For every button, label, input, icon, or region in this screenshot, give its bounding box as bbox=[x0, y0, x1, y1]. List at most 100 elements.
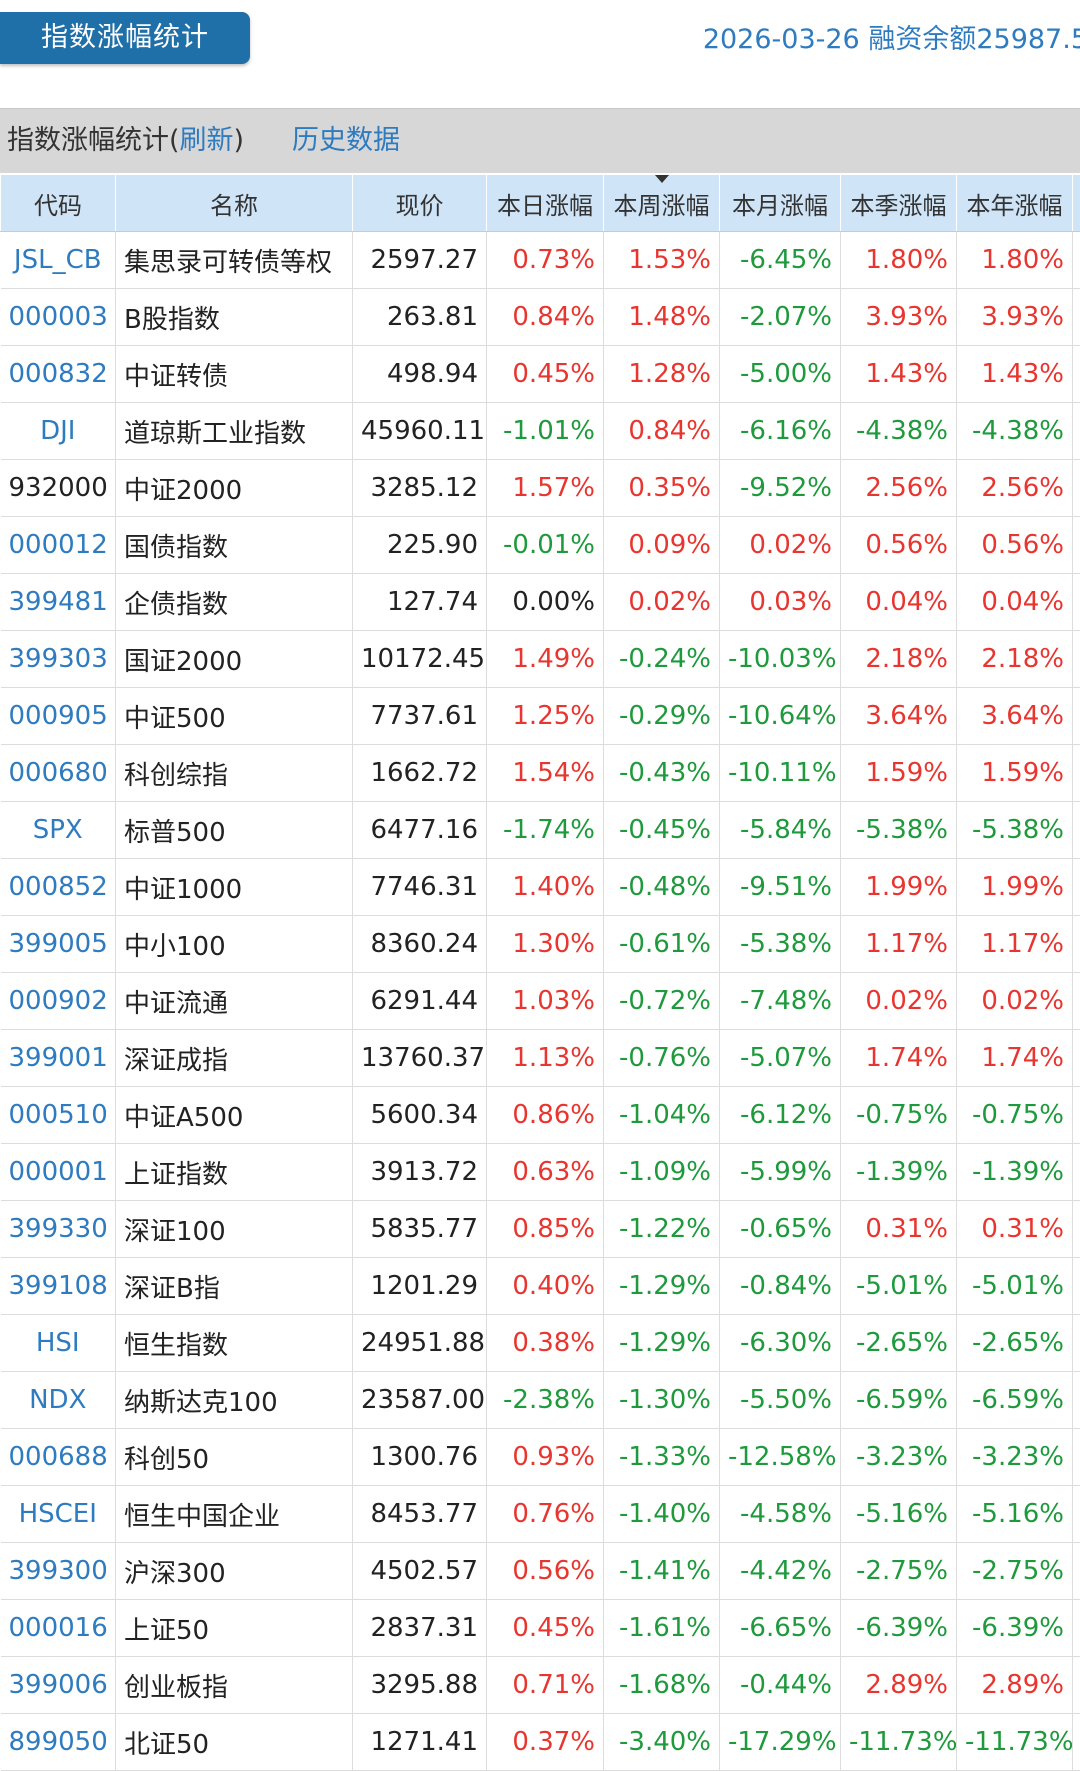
cell-price: 3285.12 bbox=[353, 460, 487, 517]
cell-price: 2837.31 bbox=[353, 1600, 487, 1657]
cell-code[interactable]: 000003 bbox=[1, 289, 116, 346]
cell-quarter-change: -2.75% bbox=[841, 1543, 957, 1600]
cell-overflow bbox=[1073, 1315, 1080, 1372]
cell-price: 4502.57 bbox=[353, 1543, 487, 1600]
cell-code[interactable]: 399005 bbox=[1, 916, 116, 973]
cell-code[interactable]: 399303 bbox=[1, 631, 116, 688]
column-header-day-change[interactable]: 本日涨幅 bbox=[487, 175, 604, 232]
cell-month-change: 0.02% bbox=[720, 517, 841, 574]
cell-code[interactable]: 000905 bbox=[1, 688, 116, 745]
cell-code[interactable]: 000902 bbox=[1, 973, 116, 1030]
cell-code[interactable]: HSCEI bbox=[1, 1486, 116, 1543]
cell-name: 深证成指 bbox=[116, 1030, 353, 1087]
cell-code[interactable]: 000012 bbox=[1, 517, 116, 574]
cell-code[interactable]: SPX bbox=[1, 802, 116, 859]
cell-month-change: -5.07% bbox=[720, 1030, 841, 1087]
market-summary: 2026-03-26 融资余额25987.5 bbox=[703, 20, 1080, 60]
cell-code[interactable]: HSI bbox=[1, 1315, 116, 1372]
cell-name: 道琼斯工业指数 bbox=[116, 403, 353, 460]
cell-day-change: 1.57% bbox=[487, 460, 604, 517]
cell-day-change: 0.37% bbox=[487, 1714, 604, 1771]
cell-code[interactable]: 399330 bbox=[1, 1201, 116, 1258]
cell-year-change: 1.43% bbox=[957, 346, 1073, 403]
table-header-row: 代码 名称 现价 本日涨幅 本周涨幅 本月涨幅 本季涨幅 本年涨幅 bbox=[1, 175, 1080, 232]
cell-overflow bbox=[1073, 1600, 1080, 1657]
cell-code[interactable]: 399300 bbox=[1, 1543, 116, 1600]
cell-code[interactable]: 932000 bbox=[1, 460, 116, 517]
section-header: 指数涨幅统计(刷新) 历史数据 bbox=[0, 108, 1080, 173]
cell-code[interactable]: 000001 bbox=[1, 1144, 116, 1201]
column-header-week-change[interactable]: 本周涨幅 bbox=[604, 175, 720, 232]
column-header-year-change[interactable]: 本年涨幅 bbox=[957, 175, 1073, 232]
cell-month-change: -6.45% bbox=[720, 232, 841, 289]
cell-code[interactable]: NDX bbox=[1, 1372, 116, 1429]
cell-code[interactable]: 000688 bbox=[1, 1429, 116, 1486]
column-header-price[interactable]: 现价 bbox=[353, 175, 487, 232]
cell-code[interactable]: 399006 bbox=[1, 1657, 116, 1714]
cell-month-change: -5.00% bbox=[720, 346, 841, 403]
cell-code[interactable]: 399481 bbox=[1, 574, 116, 631]
cell-name: 中证A500 bbox=[116, 1087, 353, 1144]
column-header-code[interactable]: 代码 bbox=[1, 175, 116, 232]
cell-code[interactable]: 899050 bbox=[1, 1714, 116, 1771]
cell-year-change: -1.39% bbox=[957, 1144, 1073, 1201]
cell-code[interactable]: 000680 bbox=[1, 745, 116, 802]
column-header-month-change[interactable]: 本月涨幅 bbox=[720, 175, 841, 232]
cell-month-change: 0.03% bbox=[720, 574, 841, 631]
cell-week-change: -1.30% bbox=[604, 1372, 720, 1429]
cell-overflow bbox=[1073, 1030, 1080, 1087]
section-title-prefix: 指数涨幅统计( bbox=[7, 125, 180, 156]
column-header-quarter-change[interactable]: 本季涨幅 bbox=[841, 175, 957, 232]
cell-code[interactable]: JSL_CB bbox=[1, 232, 116, 289]
cell-week-change: -0.43% bbox=[604, 745, 720, 802]
cell-day-change: 1.25% bbox=[487, 688, 604, 745]
cell-price: 1662.72 bbox=[353, 745, 487, 802]
cell-code[interactable]: 000832 bbox=[1, 346, 116, 403]
column-header-name[interactable]: 名称 bbox=[116, 175, 353, 232]
cell-day-change: 0.40% bbox=[487, 1258, 604, 1315]
refresh-link[interactable]: 刷新 bbox=[180, 125, 234, 156]
cell-year-change: -3.23% bbox=[957, 1429, 1073, 1486]
cell-code[interactable]: 000016 bbox=[1, 1600, 116, 1657]
tab-index-stats[interactable]: 指数涨幅统计 bbox=[0, 12, 250, 64]
cell-overflow bbox=[1073, 859, 1080, 916]
cell-name: 深证B指 bbox=[116, 1258, 353, 1315]
cell-week-change: 1.48% bbox=[604, 289, 720, 346]
cell-code[interactable]: 000510 bbox=[1, 1087, 116, 1144]
cell-price: 5600.34 bbox=[353, 1087, 487, 1144]
cell-month-change: -12.58% bbox=[720, 1429, 841, 1486]
cell-day-change: 0.85% bbox=[487, 1201, 604, 1258]
cell-code[interactable]: 399108 bbox=[1, 1258, 116, 1315]
cell-code[interactable]: 399001 bbox=[1, 1030, 116, 1087]
cell-code[interactable]: DJI bbox=[1, 403, 116, 460]
history-data-link[interactable]: 历史数据 bbox=[292, 109, 400, 173]
cell-code[interactable]: 000852 bbox=[1, 859, 116, 916]
